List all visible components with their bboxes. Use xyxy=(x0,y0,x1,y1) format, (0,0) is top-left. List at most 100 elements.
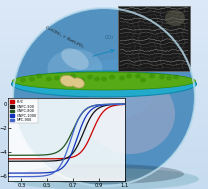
Bar xyxy=(0,91,208,92)
Bar xyxy=(0,26,208,27)
Bar xyxy=(0,34,208,35)
Bar xyxy=(0,5,208,6)
Bar xyxy=(0,125,208,126)
Bar xyxy=(0,136,208,137)
Bar xyxy=(0,84,208,85)
Bar xyxy=(0,78,208,79)
Ellipse shape xyxy=(165,10,185,26)
Ellipse shape xyxy=(70,78,76,85)
Bar xyxy=(0,48,208,49)
Bar xyxy=(0,69,208,70)
Bar xyxy=(0,135,208,136)
Bar xyxy=(0,137,208,138)
Bar xyxy=(0,144,208,145)
Bar xyxy=(0,169,208,170)
Bar xyxy=(0,82,208,83)
Bar xyxy=(0,110,208,111)
Bar xyxy=(0,172,208,173)
Bar xyxy=(0,35,208,36)
Bar xyxy=(0,76,208,77)
Bar xyxy=(0,139,208,140)
Bar xyxy=(0,47,208,48)
Bar xyxy=(0,138,208,139)
Bar xyxy=(0,183,208,184)
Bar xyxy=(0,60,208,61)
Bar xyxy=(0,158,208,159)
Bar xyxy=(0,30,208,31)
Bar xyxy=(0,51,208,52)
Bar xyxy=(0,130,208,131)
Bar xyxy=(0,181,208,182)
Bar xyxy=(0,52,208,53)
Bar xyxy=(0,126,208,127)
Bar xyxy=(0,97,208,98)
Bar xyxy=(0,93,208,94)
Ellipse shape xyxy=(140,77,146,83)
Bar xyxy=(0,106,208,107)
Ellipse shape xyxy=(19,178,189,189)
Bar xyxy=(0,127,208,128)
Bar xyxy=(0,165,208,166)
Bar xyxy=(0,115,208,116)
Bar xyxy=(0,86,208,87)
Bar xyxy=(0,104,208,105)
Bar xyxy=(0,40,208,41)
Ellipse shape xyxy=(36,74,42,78)
Bar xyxy=(0,80,208,81)
Bar xyxy=(0,186,208,187)
Bar xyxy=(0,64,208,65)
Bar xyxy=(0,157,208,158)
Bar xyxy=(0,184,208,185)
Bar xyxy=(0,13,208,14)
Bar xyxy=(0,128,208,129)
Bar xyxy=(0,36,208,37)
Ellipse shape xyxy=(46,77,52,81)
Bar xyxy=(0,107,208,108)
Bar xyxy=(0,58,208,59)
Ellipse shape xyxy=(60,75,76,87)
Ellipse shape xyxy=(13,8,195,186)
Bar xyxy=(0,57,208,58)
Ellipse shape xyxy=(75,59,155,119)
Bar xyxy=(0,14,208,15)
Bar xyxy=(0,29,208,30)
Bar xyxy=(0,56,208,57)
Bar xyxy=(0,32,208,33)
Bar xyxy=(0,66,208,67)
Bar xyxy=(0,7,208,8)
Ellipse shape xyxy=(87,74,93,80)
Ellipse shape xyxy=(72,78,84,88)
Bar xyxy=(0,33,208,34)
Bar xyxy=(0,149,208,150)
Bar xyxy=(0,121,208,122)
Bar xyxy=(0,87,208,88)
Bar xyxy=(0,141,208,142)
Ellipse shape xyxy=(61,48,89,70)
Bar xyxy=(0,145,208,146)
Text: Co(OH)₂ + NaH₂PO₂: Co(OH)₂ + NaH₂PO₂ xyxy=(45,25,85,49)
Ellipse shape xyxy=(173,74,179,80)
Bar xyxy=(0,170,208,171)
Bar xyxy=(0,43,208,44)
Bar xyxy=(0,24,208,25)
Bar xyxy=(0,155,208,156)
Ellipse shape xyxy=(54,75,60,81)
Bar xyxy=(0,55,208,56)
Ellipse shape xyxy=(166,75,172,81)
Ellipse shape xyxy=(12,72,196,90)
Bar xyxy=(0,19,208,20)
Ellipse shape xyxy=(126,74,132,78)
Bar xyxy=(0,74,208,75)
Bar xyxy=(0,50,208,51)
Bar xyxy=(0,142,208,143)
Bar xyxy=(0,114,208,115)
Bar xyxy=(0,111,208,112)
Bar xyxy=(0,31,208,32)
Bar xyxy=(0,8,208,9)
Bar xyxy=(0,120,208,121)
Bar xyxy=(0,61,208,62)
Bar xyxy=(0,188,208,189)
Ellipse shape xyxy=(9,168,199,189)
Bar xyxy=(0,116,208,117)
Ellipse shape xyxy=(47,49,103,89)
